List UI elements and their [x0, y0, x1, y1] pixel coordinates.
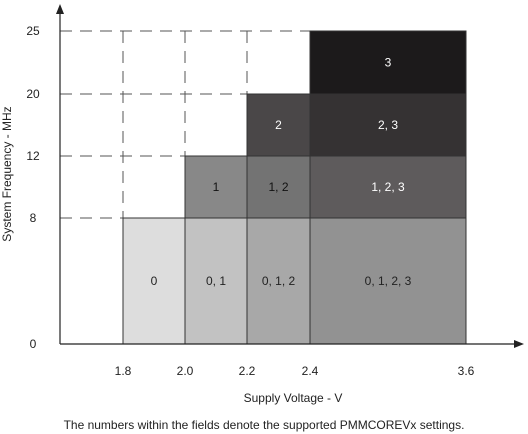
- cell-label-0: 0: [151, 274, 158, 288]
- cell-label-1: 0, 1: [206, 274, 226, 288]
- cells: 0 0, 1 0, 1, 2 0, 1, 2, 3 1 1, 2 1, 2, 3 2 2, 3 3: [122, 30, 467, 345]
- cell-0: [122, 217, 186, 345]
- cell-label-4: 1: [213, 180, 220, 194]
- chart: 0 0, 1 0, 1, 2 0, 1, 2, 3 1 1, 2 1, 2, 3 2 2, 3 3…: [0, 4, 524, 405]
- cell-label-6: 1, 2, 3: [371, 180, 405, 194]
- x-tick-label: 1.8: [115, 364, 132, 378]
- x-tick-label: 2.0: [177, 364, 194, 378]
- cell-label-9: 3: [385, 56, 392, 70]
- caption: The numbers within the fields denote the…: [63, 418, 465, 432]
- cell-8: [309, 93, 467, 157]
- cell-label-3: 0, 1, 2, 3: [365, 274, 412, 288]
- y-tick-label: 8: [30, 211, 37, 225]
- x-tick-label: 3.6: [458, 364, 475, 378]
- cell-4: [184, 155, 248, 219]
- cell-label-8: 2, 3: [378, 118, 398, 132]
- cell-9: [309, 30, 467, 95]
- y-axis-title: System Frequency - MHz: [0, 106, 14, 241]
- cell-3: [309, 217, 467, 345]
- cell-label-7: 2: [275, 118, 282, 132]
- cell-5: [246, 155, 311, 219]
- y-tick-label: 25: [26, 24, 40, 38]
- y-tick-label: 12: [26, 149, 40, 163]
- y-tick-label: 0: [30, 337, 37, 351]
- y-tick-label: 20: [26, 87, 40, 101]
- cell-label-2: 0, 1, 2: [262, 274, 296, 288]
- x-tick-label: 2.2: [239, 364, 256, 378]
- y-axis-arrow: [56, 4, 64, 14]
- axes: [56, 4, 524, 348]
- cell-label-5: 1, 2: [268, 180, 288, 194]
- x-tick-label: 2.4: [302, 364, 319, 378]
- cell-2: [246, 217, 311, 345]
- x-axis-arrow: [514, 340, 524, 348]
- cell-6: [309, 155, 467, 219]
- x-axis-title: Supply Voltage - V: [244, 391, 343, 405]
